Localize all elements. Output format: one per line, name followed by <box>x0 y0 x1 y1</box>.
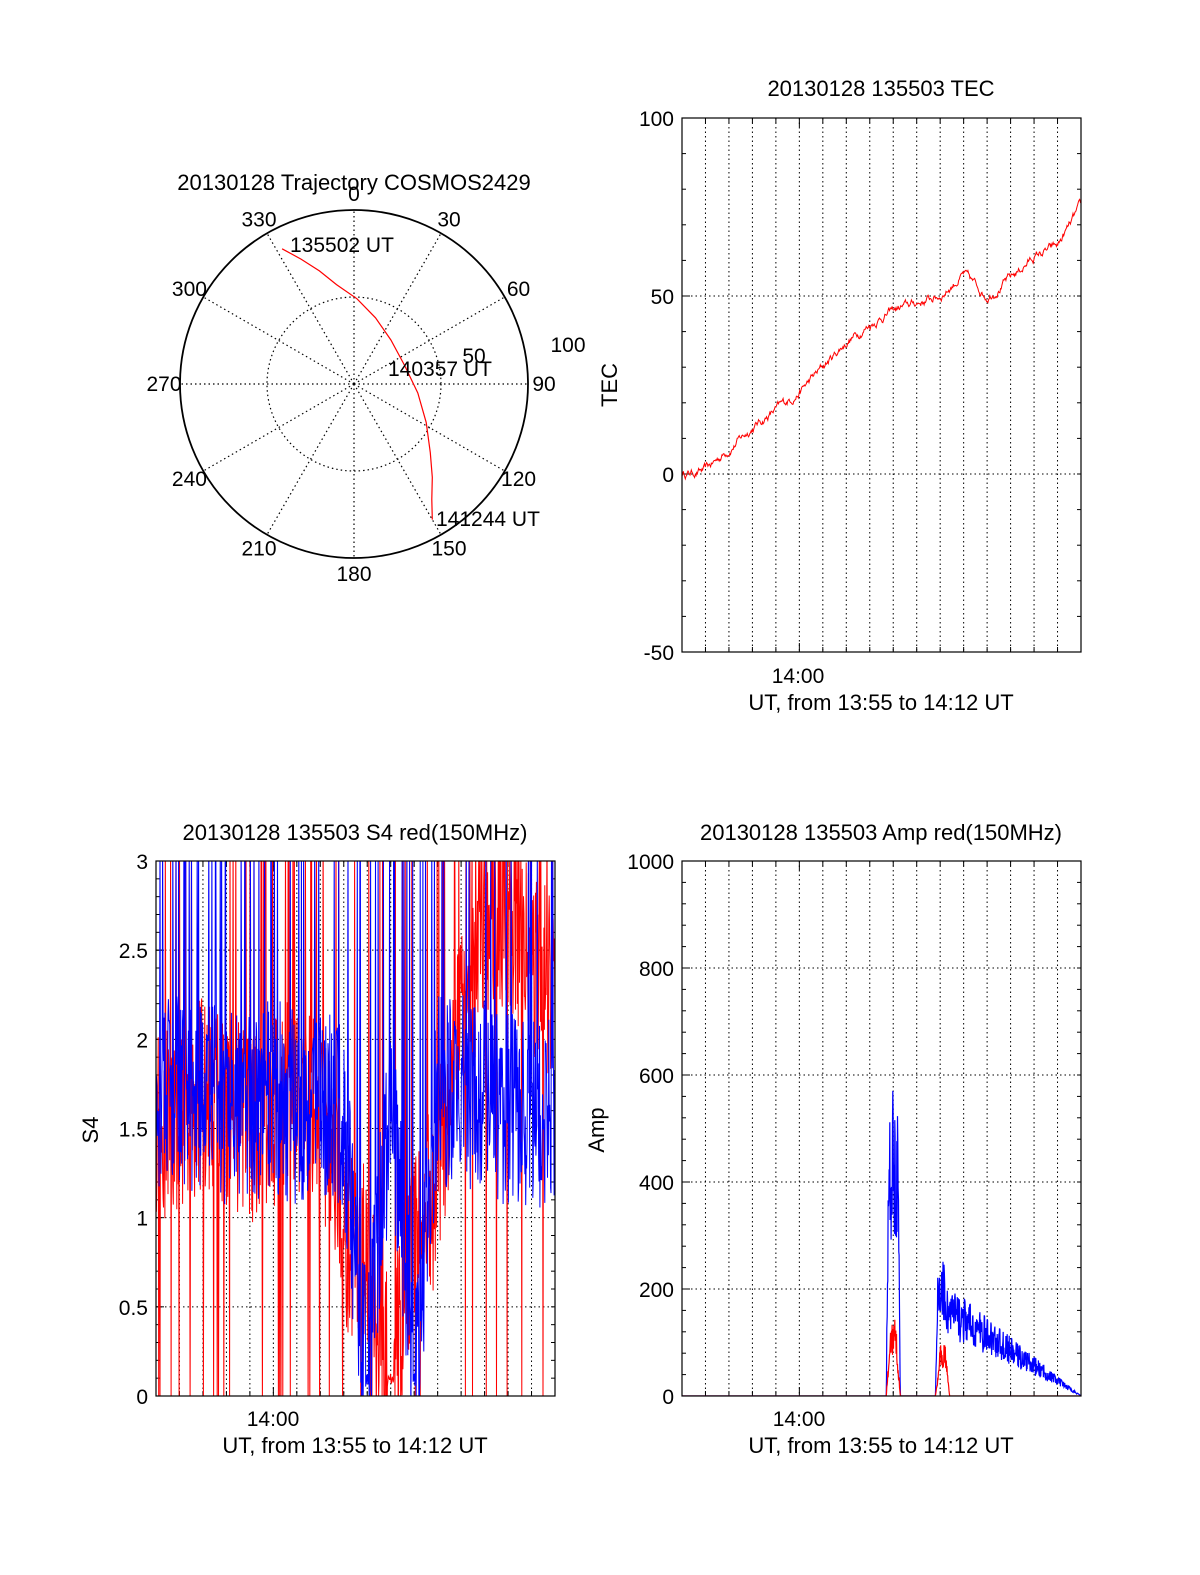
polar-radial-tick-50: 50 <box>462 345 485 368</box>
polar-trajectory-chart: 20130128 Trajectory COSMOS2429 0 30 60 90 12… <box>146 170 585 586</box>
polar-spoke <box>203 296 355 385</box>
polar-outer-ring <box>179 209 529 559</box>
polar-spoke <box>353 383 505 472</box>
amp-y-tick-label: 0 <box>662 1386 674 1409</box>
amp-y-tick-label: 400 <box>639 1172 674 1195</box>
trajectory-line <box>281 248 433 520</box>
polar-angle-tick: 210 <box>241 538 276 561</box>
polar-angle-tick: 240 <box>172 468 207 491</box>
amp-y-tick-label: 1000 <box>627 851 674 874</box>
s4-chart: 20130128 135503 S4 red(150MHz) 0 0.5 1 1.5 2… <box>78 820 556 1458</box>
tec-title: 20130128 135503 TEC <box>767 76 994 101</box>
s4-plot-area: 0 0.5 1 1.5 2 2.5 3 <box>119 851 556 1409</box>
polar-spoke <box>353 296 505 385</box>
tec-y-tick-label: 50 <box>651 286 674 309</box>
polar-radial-tick-100: 100 <box>550 334 585 357</box>
amp-x-label: UT, from 13:55 to 14:12 UT <box>748 1433 1013 1458</box>
polar-spoke <box>353 383 442 535</box>
s4-y-tick-label: 2.5 <box>119 940 148 963</box>
tec-series-line <box>682 198 1081 481</box>
s4-series-line <box>156 861 555 1396</box>
amp-y-tick-label: 600 <box>639 1065 674 1088</box>
polar-angle-tick: 120 <box>501 468 536 491</box>
polar-angle-tick: 0 <box>348 183 360 206</box>
tec-y-label: TEC <box>597 363 622 407</box>
s4-frame <box>155 860 556 1397</box>
polar-angle-tick: 30 <box>437 208 460 231</box>
polar-angle-labels: 0 30 60 90 120 150 180 210 240 270 300 330 <box>146 183 555 586</box>
amp-series-line <box>682 1090 1081 1396</box>
tec-x-label: UT, from 13:55 to 14:12 UT <box>748 690 1013 715</box>
s4-y-tick-label: 1.5 <box>119 1119 148 1142</box>
trajectory-mid-label: 140357 UT <box>388 358 492 381</box>
tec-series-group <box>682 198 1081 481</box>
s4-y-tick-label: 0.5 <box>119 1297 148 1320</box>
amp-series-group <box>682 1090 1081 1396</box>
polar-grid <box>180 210 528 558</box>
polar-angle-tick: 300 <box>172 278 207 301</box>
trajectory-end-label: 141244 UT <box>436 508 540 531</box>
amp-title: 20130128 135503 Amp red(150MHz) <box>700 820 1062 845</box>
tec-plot-area: -50 0 50 100 <box>639 108 1082 665</box>
polar-spoke <box>266 233 355 385</box>
polar-spoke <box>266 383 355 535</box>
amp-chart: 20130128 135503 Amp red(150MHz) 0 200 400 6… <box>584 820 1082 1458</box>
polar-title: 20130128 Trajectory COSMOS2429 <box>177 170 530 195</box>
polar-angle-tick: 90 <box>532 373 555 396</box>
polar-angle-tick: 270 <box>146 373 181 396</box>
s4-x-label: UT, from 13:55 to 14:12 UT <box>222 1433 487 1458</box>
s4-y-tick-label: 2 <box>136 1029 148 1052</box>
s4-y-tick-label: 1 <box>136 1208 148 1231</box>
s4-series-group <box>156 861 555 1396</box>
s4-y-tick-label: 0 <box>136 1386 148 1409</box>
polar-spoke <box>203 383 355 472</box>
polar-angle-tick: 330 <box>241 208 276 231</box>
amp-y-tick-label: 800 <box>639 958 674 981</box>
amp-series-line <box>682 1319 1081 1396</box>
s4-series-line <box>156 861 555 1396</box>
s4-x-tick-1400: 14:00 <box>247 1408 300 1431</box>
tec-x-tick-1400: 14:00 <box>772 665 825 688</box>
s4-y-label: S4 <box>78 1117 103 1144</box>
amp-x-tick-1400: 14:00 <box>773 1408 826 1431</box>
amp-y-label: Amp <box>584 1107 609 1152</box>
polar-spoke <box>353 233 442 385</box>
amp-frame <box>681 860 1082 1397</box>
s4-y-tick-label: 3 <box>136 851 148 874</box>
trajectory-start-label: 135502 UT <box>290 234 394 257</box>
polar-angle-tick: 180 <box>336 563 371 586</box>
s4-title: 20130128 135503 S4 red(150MHz) <box>183 820 528 845</box>
tec-y-tick-label: 100 <box>639 108 674 131</box>
amp-y-tick-label: 200 <box>639 1279 674 1302</box>
tec-y-tick-label: 0 <box>662 464 674 487</box>
tec-y-tick-label: -50 <box>644 642 674 665</box>
polar-angle-tick: 60 <box>507 278 530 301</box>
tec-frame <box>681 117 1082 653</box>
amp-plot-area: 0 200 400 600 800 1000 <box>627 851 1082 1409</box>
polar-angle-tick: 150 <box>431 538 466 561</box>
